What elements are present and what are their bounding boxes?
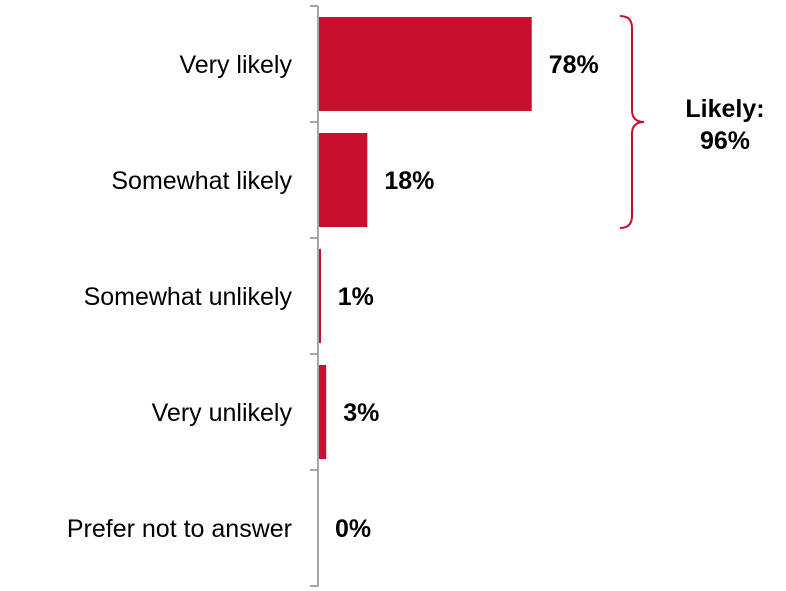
bracket-label-value: 96% xyxy=(700,127,750,155)
bracket-label-title: Likely: xyxy=(685,95,764,123)
category-label: Somewhat unlikely xyxy=(84,283,293,311)
likely-bracket: Likely: 96% xyxy=(619,15,765,229)
bars-group xyxy=(319,17,532,459)
value-label: 1% xyxy=(338,283,374,311)
value-label: 18% xyxy=(384,167,434,195)
category-label: Very unlikely xyxy=(152,399,293,427)
category-label: Prefer not to answer xyxy=(67,515,292,543)
bracket-shape xyxy=(619,15,645,229)
value-label: 3% xyxy=(343,399,379,427)
value-label: 78% xyxy=(549,51,599,79)
value-labels: 78% 18% 1% 3% 0% xyxy=(335,51,599,543)
category-axis xyxy=(310,5,319,587)
bar xyxy=(319,249,321,343)
bar xyxy=(319,17,532,111)
value-label: 0% xyxy=(335,515,371,543)
category-labels: Very likely Somewhat likely Somewhat unlik… xyxy=(67,51,293,543)
category-label: Very likely xyxy=(179,51,292,79)
bar xyxy=(319,365,327,459)
bar xyxy=(319,133,368,227)
category-label: Somewhat likely xyxy=(111,167,292,195)
